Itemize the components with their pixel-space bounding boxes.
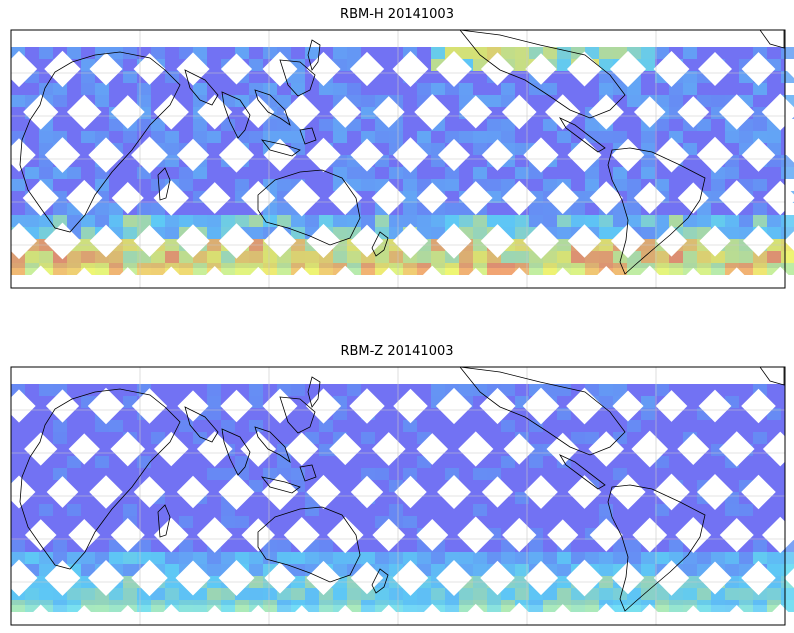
swath-map-top	[0, 29, 794, 296]
map-title-bottom: RBM-Z 20141003	[340, 344, 454, 359]
map-title-top: RBM-H 20141003	[340, 7, 454, 22]
swath-map-bottom	[0, 366, 794, 633]
